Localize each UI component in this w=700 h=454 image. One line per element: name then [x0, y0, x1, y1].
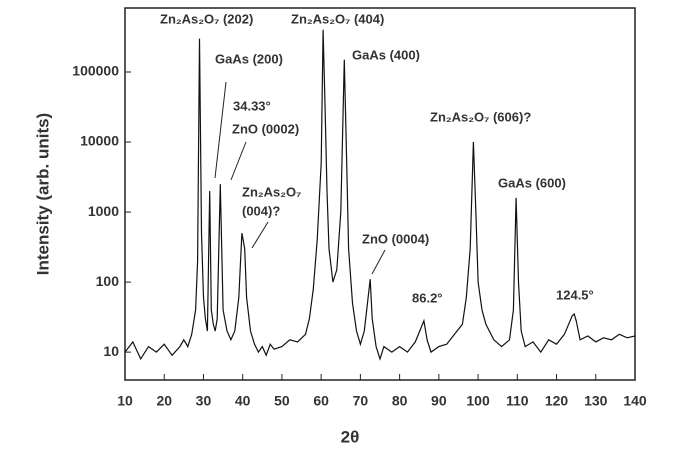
spectrum-line — [124, 29, 636, 361]
annotation: 124.5° — [556, 287, 594, 302]
x-tick-label: 60 — [313, 393, 329, 409]
y-tick-label: 10000 — [80, 133, 119, 149]
annotation: Zn₂As₂O₇ (202) — [160, 11, 253, 26]
annotation: GaAs (600) — [498, 175, 566, 190]
annotation: 86.2° — [412, 290, 443, 305]
x-tick-label: 110 — [506, 393, 529, 409]
arrow — [251, 221, 269, 249]
annotation: Zn₂As₂O₇ (606)? — [430, 109, 531, 124]
annotation: GaAs (400) — [352, 47, 420, 62]
arrow — [214, 81, 227, 179]
x-tick-label: 50 — [274, 393, 290, 409]
x-tick-label: 40 — [235, 393, 251, 409]
y-axis-label: Intensity (arb. units) — [33, 113, 52, 275]
x-tick-label: 20 — [156, 393, 172, 409]
y-tick-label: 100 — [96, 273, 120, 289]
x-tick-label: 100 — [466, 393, 490, 409]
annotation: ZnO (0004) — [362, 231, 429, 246]
x-tick-label: 120 — [545, 393, 569, 409]
annotation: Zn₂As₂O₇ — [242, 184, 301, 199]
x-tick-label: 130 — [584, 393, 608, 409]
x-tick-label: 70 — [353, 393, 369, 409]
annotation: (004)? — [242, 203, 280, 218]
y-tick-label: 1000 — [88, 203, 119, 219]
annotation: Zn₂As₂O₇ (404) — [291, 11, 384, 26]
x-tick-label: 80 — [392, 393, 408, 409]
annotation: 34.33° — [233, 98, 271, 113]
x-tick-label: 30 — [196, 393, 212, 409]
annotation: ZnO (0002) — [232, 121, 299, 136]
arrow — [371, 249, 386, 275]
arrows — [214, 81, 386, 275]
x-tick-label: 90 — [431, 393, 447, 409]
annotation: GaAs (200) — [215, 51, 283, 66]
x-axis-label: 2θ — [341, 427, 360, 446]
x-tick-label: 10 — [117, 393, 133, 409]
x-tick-label: 140 — [623, 393, 647, 409]
y-tick-label: 100000 — [72, 63, 119, 79]
arrow — [230, 141, 247, 181]
y-tick-label: 10 — [103, 343, 119, 359]
plot-frame — [124, 7, 636, 381]
